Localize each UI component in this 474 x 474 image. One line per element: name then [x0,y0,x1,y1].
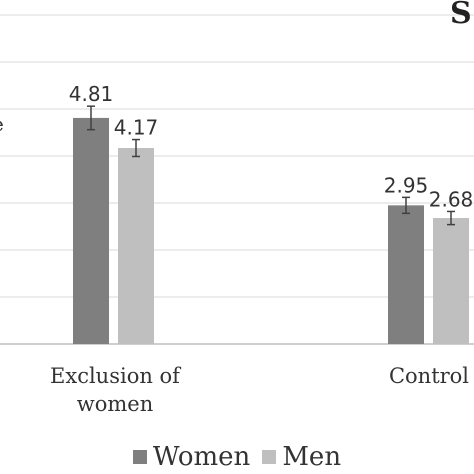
bar-women-1 [388,205,424,344]
legend-swatch-men [262,450,277,464]
legend-label-women: Women [152,442,251,472]
legend-item-women: Women [132,442,251,472]
legend-swatch-women [132,450,147,464]
chart-legend: Women Men [0,440,474,474]
data-label-women-1: 2.95 [384,173,429,197]
category-label-exclusion: Exclusion of women [50,364,180,416]
chart-title: S [450,0,472,31]
data-label-women-0: 4.81 [69,82,114,106]
data-label-men-1: 2.68 [429,187,474,211]
category-label-control: Control [388,364,470,388]
bar-men-1 [433,218,469,344]
bar-men-0 [118,148,154,344]
bar-women-0 [73,117,109,345]
legend-label-men: Men [282,442,342,472]
bar-chart: 4.81 2.95 4.17 2.68 [0,14,474,345]
legend-item-men: Men [262,442,341,472]
y-axis-label: e [0,112,4,136]
data-label-men-0: 4.17 [114,116,159,140]
